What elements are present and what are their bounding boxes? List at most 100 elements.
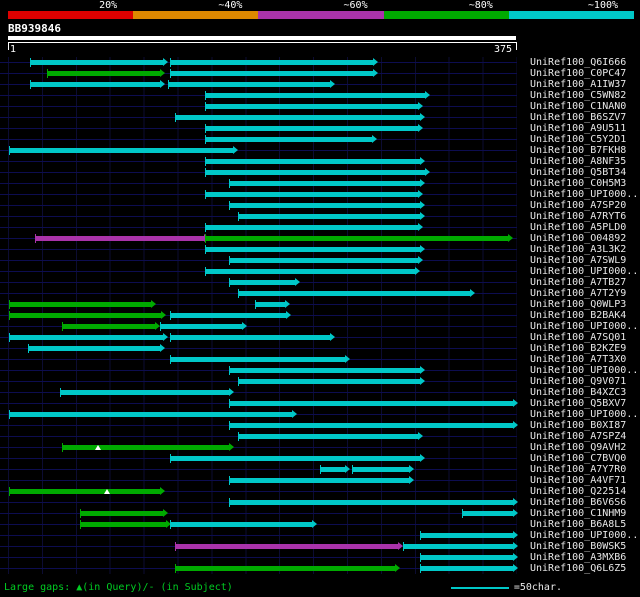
hsp-bar[interactable]	[59, 388, 235, 397]
hit-label[interactable]: UniRef100_Q6I666	[530, 57, 627, 68]
hsp-bar[interactable]	[255, 300, 291, 309]
hit-label[interactable]: UniRef100_B4XZC3	[530, 387, 627, 398]
hit-label[interactable]: UniRef100_B2KZE9	[530, 343, 627, 354]
hit-label[interactable]: UniRef100_A7Y7R0	[530, 464, 627, 475]
hit-label[interactable]: UniRef100_C1NAN0	[530, 101, 627, 112]
hit-label[interactable]: UniRef100_A7T2Y9	[530, 288, 627, 299]
hsp-bar[interactable]	[204, 135, 377, 144]
hsp-bar[interactable]	[237, 432, 424, 441]
hit-label[interactable]: UniRef100_A9U511	[530, 123, 627, 134]
hit-label[interactable]: UniRef100_C7BVQ0	[530, 453, 627, 464]
hit-label[interactable]: UniRef100_B0XI87	[530, 420, 627, 431]
hsp-bar[interactable]	[79, 509, 168, 518]
hsp-bar[interactable]	[204, 190, 424, 199]
hsp-bar[interactable]	[204, 124, 424, 133]
hit-label[interactable]: UniRef100_C0H5M3	[530, 178, 627, 189]
hsp-bar[interactable]	[229, 179, 425, 188]
hsp-bar[interactable]	[169, 520, 318, 529]
hsp-bar[interactable]	[79, 520, 171, 529]
hit-label[interactable]: UniRef100_A7SP20	[530, 200, 627, 211]
hit-label[interactable]: UniRef100_A7SQ01	[530, 332, 627, 343]
hsp-bar[interactable]	[9, 146, 239, 155]
hsp-bar[interactable]	[169, 454, 425, 463]
hsp-bar[interactable]	[204, 234, 513, 243]
hsp-bar[interactable]	[229, 256, 424, 265]
hit-label[interactable]: UniRef100_UPI000...	[530, 321, 640, 332]
hit-label[interactable]: UniRef100_Q0WLP3	[530, 299, 627, 310]
hsp-bar[interactable]	[461, 509, 519, 518]
hsp-bar[interactable]	[229, 366, 425, 375]
hsp-bar[interactable]	[9, 487, 166, 496]
hit-label[interactable]: UniRef100_Q5BT34	[530, 167, 627, 178]
hsp-bar[interactable]	[229, 278, 300, 287]
hit-label[interactable]: UniRef100_A5PLD0	[530, 222, 627, 233]
hsp-bar[interactable]	[204, 168, 430, 177]
hsp-bar[interactable]	[204, 223, 424, 232]
hit-label[interactable]: UniRef100_O04892	[530, 233, 627, 244]
hsp-bar[interactable]	[62, 443, 235, 452]
hit-label[interactable]: UniRef100_UPI000...	[530, 365, 640, 376]
hit-label[interactable]: UniRef100_C0PC47	[530, 68, 627, 79]
hit-label[interactable]: UniRef100_B0WSK5	[530, 541, 627, 552]
hit-label[interactable]: UniRef100_A7SPZ4	[530, 431, 627, 442]
hsp-bar[interactable]	[62, 322, 160, 331]
hsp-bar[interactable]	[35, 234, 209, 243]
hsp-bar[interactable]	[169, 58, 379, 67]
hit-label[interactable]: UniRef100_B6V6S6	[530, 497, 627, 508]
hsp-bar[interactable]	[160, 322, 247, 331]
hsp-bar[interactable]	[237, 377, 425, 386]
hsp-bar[interactable]	[229, 201, 425, 210]
hsp-bar[interactable]	[29, 58, 168, 67]
hsp-bar[interactable]	[47, 69, 166, 78]
hit-label[interactable]: UniRef100_UPI000...	[530, 409, 640, 420]
hsp-bar[interactable]	[237, 212, 425, 221]
hsp-bar[interactable]	[9, 311, 167, 320]
hit-label[interactable]: UniRef100_Q9AVH2	[530, 442, 627, 453]
hsp-bar[interactable]	[28, 344, 166, 353]
hit-label[interactable]: UniRef100_UPI000...	[530, 530, 640, 541]
hsp-bar[interactable]	[9, 333, 168, 342]
hsp-bar[interactable]	[419, 553, 519, 562]
hit-label[interactable]: UniRef100_UPI000...	[530, 266, 640, 277]
hsp-bar[interactable]	[419, 531, 519, 540]
hit-label[interactable]: UniRef100_Q22514	[530, 486, 627, 497]
hsp-bar[interactable]	[169, 355, 350, 364]
hit-label[interactable]: UniRef100_A1IW37	[530, 79, 627, 90]
hsp-bar[interactable]	[29, 80, 166, 89]
hsp-bar[interactable]	[169, 69, 379, 78]
hsp-bar[interactable]	[237, 289, 475, 298]
hit-label[interactable]: UniRef100_B6A8L5	[530, 519, 627, 530]
hsp-bar[interactable]	[229, 399, 519, 408]
hit-label[interactable]: UniRef100_A7RYT6	[530, 211, 627, 222]
hsp-bar[interactable]	[9, 300, 156, 309]
hsp-bar[interactable]	[169, 311, 292, 320]
hsp-bar[interactable]	[168, 80, 335, 89]
hsp-bar[interactable]	[204, 91, 430, 100]
hit-label[interactable]: UniRef100_B2BAK4	[530, 310, 627, 321]
hit-label[interactable]: UniRef100_Q6L6Z5	[530, 563, 627, 574]
hit-label[interactable]: UniRef100_C1NHM9	[530, 508, 627, 519]
hit-label[interactable]: UniRef100_A7T3X0	[530, 354, 627, 365]
hit-label[interactable]: UniRef100_B7FKH8	[530, 145, 627, 156]
hit-label[interactable]: UniRef100_Q9V071	[530, 376, 627, 387]
hit-label[interactable]: UniRef100_A7SWL9	[530, 255, 627, 266]
hit-label[interactable]: UniRef100_C5Y2D1	[530, 134, 627, 145]
hit-label[interactable]: UniRef100_C5WN82	[530, 90, 627, 101]
hsp-bar[interactable]	[9, 410, 297, 419]
hit-label[interactable]: UniRef100_A3L3K2	[530, 244, 627, 255]
hit-label[interactable]: UniRef100_A7TB27	[530, 277, 627, 288]
hsp-bar[interactable]	[204, 102, 424, 111]
hsp-bar[interactable]	[175, 113, 425, 122]
hit-label[interactable]: UniRef100_Q5BXV7	[530, 398, 627, 409]
hit-label[interactable]: UniRef100_B6SZV7	[530, 112, 627, 123]
hsp-bar[interactable]	[204, 157, 425, 166]
hsp-bar[interactable]	[169, 333, 335, 342]
hsp-bar[interactable]	[320, 465, 350, 474]
hsp-bar[interactable]	[229, 421, 519, 430]
hit-label[interactable]: UniRef100_A3MXB6	[530, 552, 627, 563]
hsp-bar[interactable]	[204, 245, 425, 254]
hit-label[interactable]: UniRef100_A8NF35	[530, 156, 627, 167]
hsp-bar[interactable]	[175, 542, 403, 551]
hsp-bar[interactable]	[229, 476, 414, 485]
hit-label[interactable]: UniRef100_UPI000...	[530, 189, 640, 200]
